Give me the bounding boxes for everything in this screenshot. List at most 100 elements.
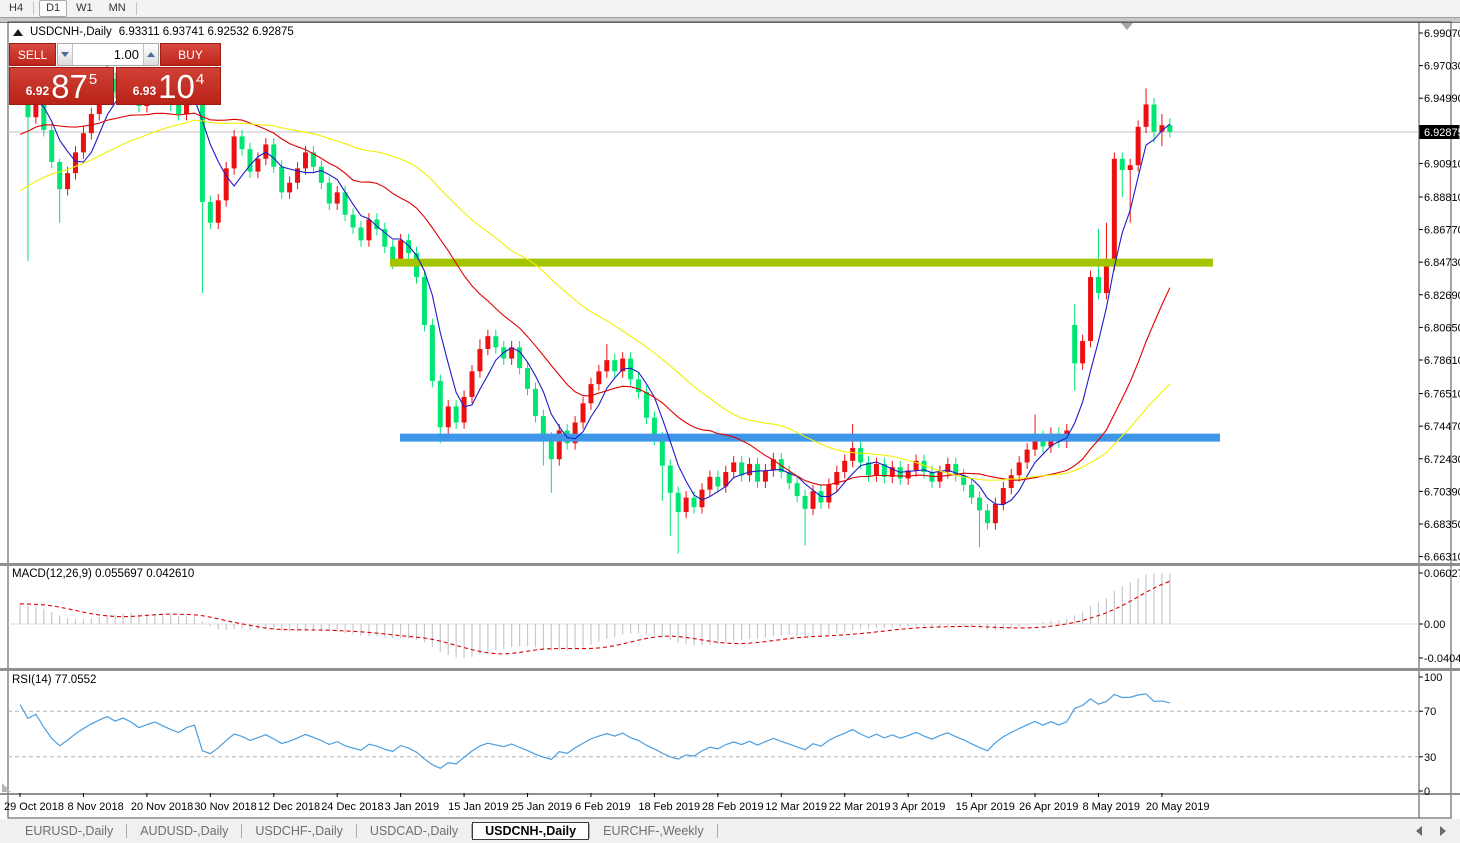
chart-ohlc-values: 6.93311 6.93741 6.92532 6.92875 bbox=[118, 26, 294, 38]
candlesticks bbox=[17, 56, 1173, 554]
svg-text:30 Nov 2018: 30 Nov 2018 bbox=[194, 801, 256, 813]
svg-text:6.80650: 6.80650 bbox=[1424, 322, 1460, 334]
time-axis: 29 Oct 2018 8 Nov 2018 20 Nov 2018 30 Nov 2… bbox=[4, 793, 1210, 813]
spinner-down-icon bbox=[61, 52, 69, 57]
sell-button[interactable]: SELL bbox=[9, 43, 56, 66]
svg-text:8 May 2019: 8 May 2019 bbox=[1082, 801, 1139, 813]
svg-text:-0.040412: -0.040412 bbox=[1424, 653, 1460, 665]
svg-text:6.88810: 6.88810 bbox=[1424, 192, 1460, 204]
macd-signal-line bbox=[19, 580, 1171, 655]
svg-text:0.00: 0.00 bbox=[1424, 619, 1445, 631]
svg-text:6.97030: 6.97030 bbox=[1424, 61, 1460, 73]
tab-separator bbox=[716, 824, 718, 838]
rsi-line bbox=[19, 693, 1170, 769]
svg-text:22 Mar 2019: 22 Mar 2019 bbox=[829, 801, 891, 813]
svg-text:15 Apr 2019: 15 Apr 2019 bbox=[956, 801, 1015, 813]
macd-pane bbox=[8, 573, 1419, 658]
tab-separator bbox=[471, 824, 473, 838]
svg-text:6.99070: 6.99070 bbox=[1424, 28, 1460, 40]
sell-price-panel[interactable]: 6.92 87 5 bbox=[9, 67, 114, 105]
tab-separator bbox=[589, 824, 591, 838]
timeframe-button-h4[interactable]: H4 bbox=[9, 2, 24, 14]
buy-button[interactable]: BUY bbox=[160, 43, 221, 66]
sell-price-big: 87 bbox=[51, 68, 88, 105]
svg-text:6.84730: 6.84730 bbox=[1424, 257, 1460, 269]
main-price-pane bbox=[8, 56, 1419, 554]
svg-text:28 Feb 2019: 28 Feb 2019 bbox=[702, 801, 764, 813]
svg-text:70: 70 bbox=[1424, 706, 1436, 718]
current-price-tag bbox=[1419, 125, 1460, 140]
volume-increase-button[interactable] bbox=[143, 44, 158, 65]
tab-scroll-controls bbox=[1416, 826, 1446, 836]
toolbar-separator bbox=[33, 2, 35, 15]
svg-text:6.66310: 6.66310 bbox=[1424, 552, 1460, 564]
svg-text:6.70390: 6.70390 bbox=[1424, 486, 1460, 498]
svg-text:6.90910: 6.90910 bbox=[1424, 158, 1460, 170]
svg-text:6.86770: 6.86770 bbox=[1424, 225, 1460, 237]
svg-text:24 Dec 2018: 24 Dec 2018 bbox=[321, 801, 383, 813]
sma-5-line bbox=[19, 85, 1171, 506]
chart-tab-eurusddaily[interactable]: EURUSD-,Daily bbox=[25, 824, 114, 838]
tab-separator bbox=[355, 824, 357, 838]
price-axis: 6.99070 6.97030 6.94990 6.90910 6.88810 6.867… bbox=[1419, 28, 1460, 798]
svg-text:30: 30 bbox=[1424, 752, 1436, 764]
sell-price-sup: 5 bbox=[88, 71, 98, 88]
toolbar-separator bbox=[135, 2, 137, 15]
rsi-indicator-label: RSI(14) 77.0552 bbox=[12, 674, 97, 686]
chart-tab-usdcnhdaily[interactable]: USDCNH-,Daily bbox=[472, 822, 590, 840]
one-click-panel-toggle-icon[interactable] bbox=[13, 28, 23, 36]
chart-tab-bar: EURUSD-,Daily AUDUSD-,Daily USDCHF-,Daily U… bbox=[0, 819, 1460, 843]
buy-price-panel[interactable]: 6.93 10 4 bbox=[116, 67, 221, 105]
spinner-up-icon bbox=[147, 52, 155, 57]
svg-text:20 Nov 2018: 20 Nov 2018 bbox=[131, 801, 193, 813]
scroll-right-icon[interactable] bbox=[1440, 826, 1446, 836]
one-click-trading-panel: SELL BUY 6.92 87 5 6.93 10 4 bbox=[9, 43, 221, 105]
svg-text:0: 0 bbox=[1424, 786, 1430, 798]
svg-text:6.68350: 6.68350 bbox=[1424, 519, 1460, 531]
sell-price-prefix: 6.92 bbox=[25, 84, 50, 98]
volume-decrease-button[interactable] bbox=[58, 44, 73, 65]
buy-price-prefix: 6.93 bbox=[132, 84, 157, 98]
svg-text:20 May 2019: 20 May 2019 bbox=[1146, 801, 1210, 813]
svg-text:3 Apr 2019: 3 Apr 2019 bbox=[892, 801, 945, 813]
svg-text:12 Dec 2018: 12 Dec 2018 bbox=[258, 801, 320, 813]
chart-tab-eurchfweekly[interactable]: EURCHF-,Weekly bbox=[603, 824, 704, 838]
chart-title: USDCNH-,Daily 6.93311 6.93741 6.92532 6.… bbox=[13, 26, 294, 38]
tab-separator bbox=[126, 824, 128, 838]
svg-text:26 Apr 2019: 26 Apr 2019 bbox=[1019, 801, 1078, 813]
buy-price-big: 10 bbox=[158, 68, 195, 105]
svg-text:3 Jan 2019: 3 Jan 2019 bbox=[385, 801, 439, 813]
svg-text:18 Feb 2019: 18 Feb 2019 bbox=[638, 801, 700, 813]
svg-text:15 Jan 2019: 15 Jan 2019 bbox=[448, 801, 509, 813]
svg-text:6.92875: 6.92875 bbox=[1424, 127, 1460, 139]
chart-tab-usdchfdaily[interactable]: USDCHF-,Daily bbox=[255, 824, 343, 838]
rsi-pane bbox=[8, 693, 1419, 769]
svg-text:6.76510: 6.76510 bbox=[1424, 389, 1460, 401]
timeframe-button-mn[interactable]: MN bbox=[108, 2, 126, 14]
svg-text:6.78610: 6.78610 bbox=[1424, 355, 1460, 367]
svg-text:6 Feb 2019: 6 Feb 2019 bbox=[575, 801, 631, 813]
svg-text:6.94990: 6.94990 bbox=[1424, 93, 1460, 105]
svg-text:0.060274: 0.060274 bbox=[1424, 568, 1460, 580]
scroll-left-icon[interactable] bbox=[1416, 826, 1422, 836]
sma-40-line bbox=[19, 119, 1171, 481]
buy-price-sup: 4 bbox=[195, 71, 205, 88]
chart-tab-audusddaily[interactable]: AUDUSD-,Daily bbox=[140, 824, 229, 838]
svg-text:8 Nov 2018: 8 Nov 2018 bbox=[67, 801, 123, 813]
svg-text:6.74470: 6.74470 bbox=[1424, 421, 1460, 433]
volume-input[interactable] bbox=[73, 44, 143, 65]
svg-text:100: 100 bbox=[1424, 672, 1442, 684]
svg-text:6.82690: 6.82690 bbox=[1424, 290, 1460, 302]
svg-text:6.72430: 6.72430 bbox=[1424, 454, 1460, 466]
timeframe-button-d1[interactable]: D1 bbox=[39, 0, 68, 17]
chart-tab-usdcaddaily[interactable]: USDCAD-,Daily bbox=[369, 824, 459, 838]
volume-spinner bbox=[57, 43, 159, 66]
chart-symbol-label: USDCNH-,Daily bbox=[30, 26, 112, 38]
chart-shift-marker-icon[interactable] bbox=[1121, 23, 1133, 30]
svg-text:29 Oct 2018: 29 Oct 2018 bbox=[4, 801, 64, 813]
subwindow-resize-grip[interactable] bbox=[2, 783, 11, 792]
sma-20-line bbox=[19, 112, 1171, 486]
timeframe-button-w1[interactable]: W1 bbox=[76, 2, 93, 14]
